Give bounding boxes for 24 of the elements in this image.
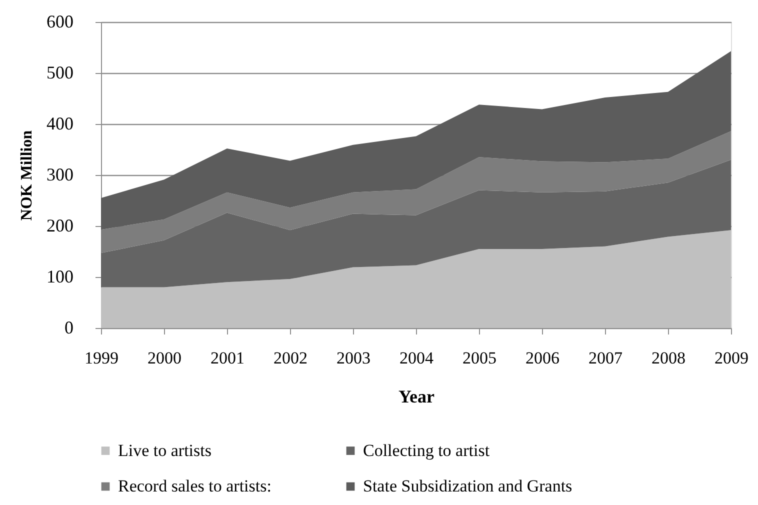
legend-label: Live to artists — [118, 440, 212, 460]
y-tick-label: 500 — [46, 62, 74, 82]
x-tick-label: 2004 — [400, 348, 434, 368]
y-tick-label: 200 — [46, 216, 74, 236]
y-tick-label: 0 — [64, 318, 74, 338]
x-tick-label: 2003 — [336, 348, 370, 368]
y-tick-label: 300 — [46, 164, 74, 184]
x-tick-label: 2000 — [148, 348, 182, 368]
x-tick-label: 2005 — [462, 348, 496, 368]
x-tick-label: 2008 — [652, 348, 686, 368]
y-axis-title: NOK Million — [18, 130, 36, 221]
y-tick-label: 400 — [46, 114, 74, 134]
y-tick-label: 600 — [46, 12, 74, 32]
x-tick-label: 2009 — [714, 348, 748, 368]
x-tick-label: 2002 — [274, 348, 308, 368]
y-tick-label: 100 — [46, 266, 74, 286]
x-tick-label: 2007 — [588, 348, 623, 368]
legend-label: Collecting to artist — [363, 440, 490, 460]
legend-label: State Subsidization and Grants — [363, 476, 572, 496]
x-tick-label: 2006 — [526, 348, 560, 368]
x-tick-label: 2001 — [210, 348, 244, 368]
legend-label: Record sales to artists: — [118, 476, 272, 496]
x-tick-label: 1999 — [84, 348, 118, 368]
x-axis-title: Year — [398, 386, 434, 406]
